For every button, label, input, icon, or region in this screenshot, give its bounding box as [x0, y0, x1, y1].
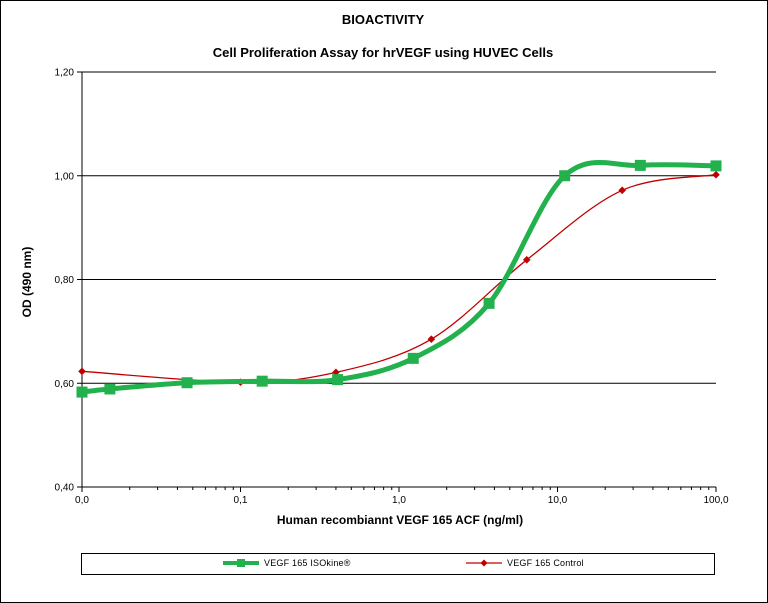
data-point-control — [618, 186, 627, 195]
x-tick-label: 1,0 — [392, 495, 406, 506]
series-line-control — [81, 174, 717, 383]
y-tick-label: 0,60 — [55, 379, 75, 390]
y-tick-label: 0,80 — [55, 275, 75, 286]
data-point-isokine — [76, 386, 88, 398]
y-tick-label: 1,00 — [55, 171, 75, 182]
data-point-isokine — [634, 159, 646, 171]
series-line-isokine — [79, 160, 719, 395]
legend: VEGF 165 ISOkine® VEGF 165 Control — [81, 553, 715, 575]
gridlines — [82, 71, 716, 384]
y-tick-label: 0,40 — [55, 483, 75, 494]
data-point-isokine — [256, 375, 268, 387]
legend-item-control: VEGF 165 Control — [465, 556, 584, 570]
data-point-isokine — [407, 352, 419, 364]
data-point-control — [712, 170, 720, 179]
series-layer — [76, 159, 722, 398]
data-point-isokine — [332, 374, 344, 386]
data-point-isokine — [710, 160, 722, 172]
data-point-control — [78, 367, 86, 376]
chart-subtitle: Cell Proliferation Assay for hrVEGF usin… — [212, 45, 554, 60]
x-axis-label: Human recombiannt VEGF 165 ACF (ng/ml) — [277, 513, 523, 527]
y-ticks: 0,40 0,60 0,80 1,00 1,20 — [55, 68, 82, 494]
data-point-isokine — [104, 383, 116, 395]
data-point-isokine — [559, 170, 571, 182]
data-point-control — [522, 255, 531, 264]
x-tick-label: 0,1 — [234, 495, 248, 506]
data-point-isokine — [181, 377, 193, 389]
data-point-isokine — [483, 297, 495, 309]
legend-item-isokine: VEGF 165 ISOkine® — [222, 556, 351, 570]
data-point-control — [427, 335, 436, 343]
chart-title: BIOACTIVITY — [341, 12, 425, 27]
x-tick-label: 0,0 — [75, 495, 89, 506]
x-tick-label: 10,0 — [548, 495, 568, 506]
legend-label-control: VEGF 165 Control — [507, 558, 584, 568]
legend-swatch-isokine — [223, 559, 259, 567]
y-tick-label: 1,20 — [55, 68, 75, 79]
x-ticks: 0,0 0,1 1,0 10,0 100,0 — [75, 487, 729, 506]
y-axis-label: OD (490 nm) — [20, 247, 34, 318]
x-tick-label: 100,0 — [703, 495, 728, 506]
legend-label-isokine: VEGF 165 ISOkine® — [264, 558, 351, 568]
legend-swatch-control — [466, 559, 502, 567]
